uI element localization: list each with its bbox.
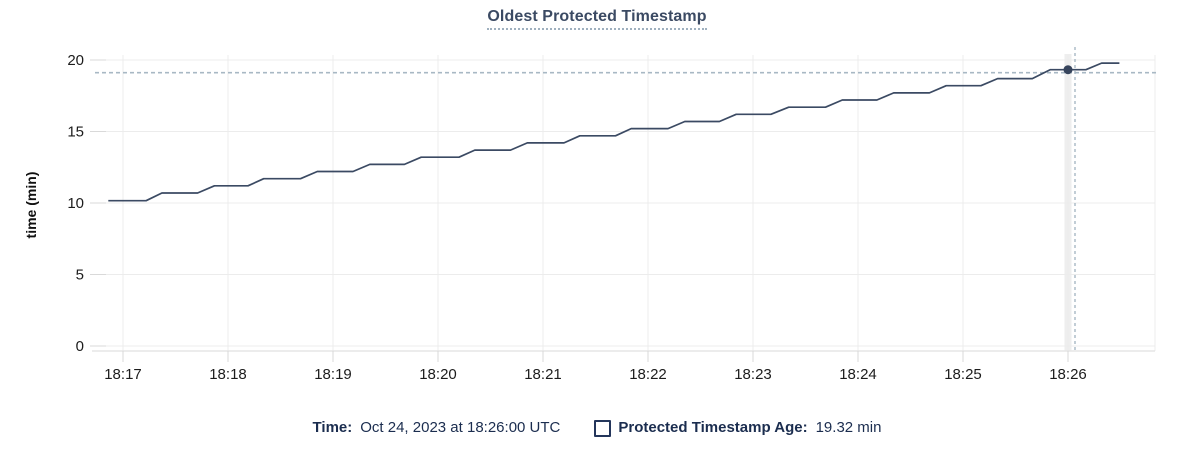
hover-dot xyxy=(1063,65,1073,75)
y-tick-label: 20 xyxy=(67,52,84,69)
series-checkbox-icon[interactable] xyxy=(594,419,612,437)
x-tick-label: 18:23 xyxy=(734,366,772,383)
y-tick-label: 10 xyxy=(67,195,84,212)
chart-title[interactable]: Oldest Protected Timestamp xyxy=(487,8,707,30)
legend-time-value: Oct 24, 2023 at 18:26:00 UTC xyxy=(360,419,561,436)
y-tick-label: 15 xyxy=(67,124,84,141)
chart-header: Oldest Protected Timestamp xyxy=(0,8,1194,30)
x-tick-label: 18:17 xyxy=(104,366,142,383)
x-tick-label: 18:20 xyxy=(419,366,457,383)
x-tick-label: 18:24 xyxy=(839,366,877,383)
x-tick-label: 18:18 xyxy=(209,366,247,383)
timeseries-chart[interactable]: 0 5 10 15 20 18:17 18:18 18:19 18:20 18:21 18:22 18… xyxy=(0,0,1194,400)
legend-series-value: 19.32 min xyxy=(815,419,882,436)
y-tick-label: 0 xyxy=(76,338,84,355)
x-tick-label: 18:25 xyxy=(944,366,982,383)
series-line xyxy=(108,62,1120,202)
x-tick-label: 18:21 xyxy=(524,366,562,383)
legend-time-label: Time: xyxy=(312,419,353,436)
legend-series-item[interactable]: Protected Timestamp Age: 19.32 min xyxy=(594,417,881,439)
y-tick-label: 5 xyxy=(76,267,84,284)
chart-legend: Time: Oct 24, 2023 at 18:26:00 UTC Prote… xyxy=(0,417,1194,439)
y-axis-title: time (min) xyxy=(23,171,39,239)
x-tick-label: 18:19 xyxy=(314,366,352,383)
x-tick-label: 18:22 xyxy=(629,366,667,383)
x-tick-label: 18:26 xyxy=(1049,366,1087,383)
legend-series-label: Protected Timestamp Age: xyxy=(618,419,808,436)
